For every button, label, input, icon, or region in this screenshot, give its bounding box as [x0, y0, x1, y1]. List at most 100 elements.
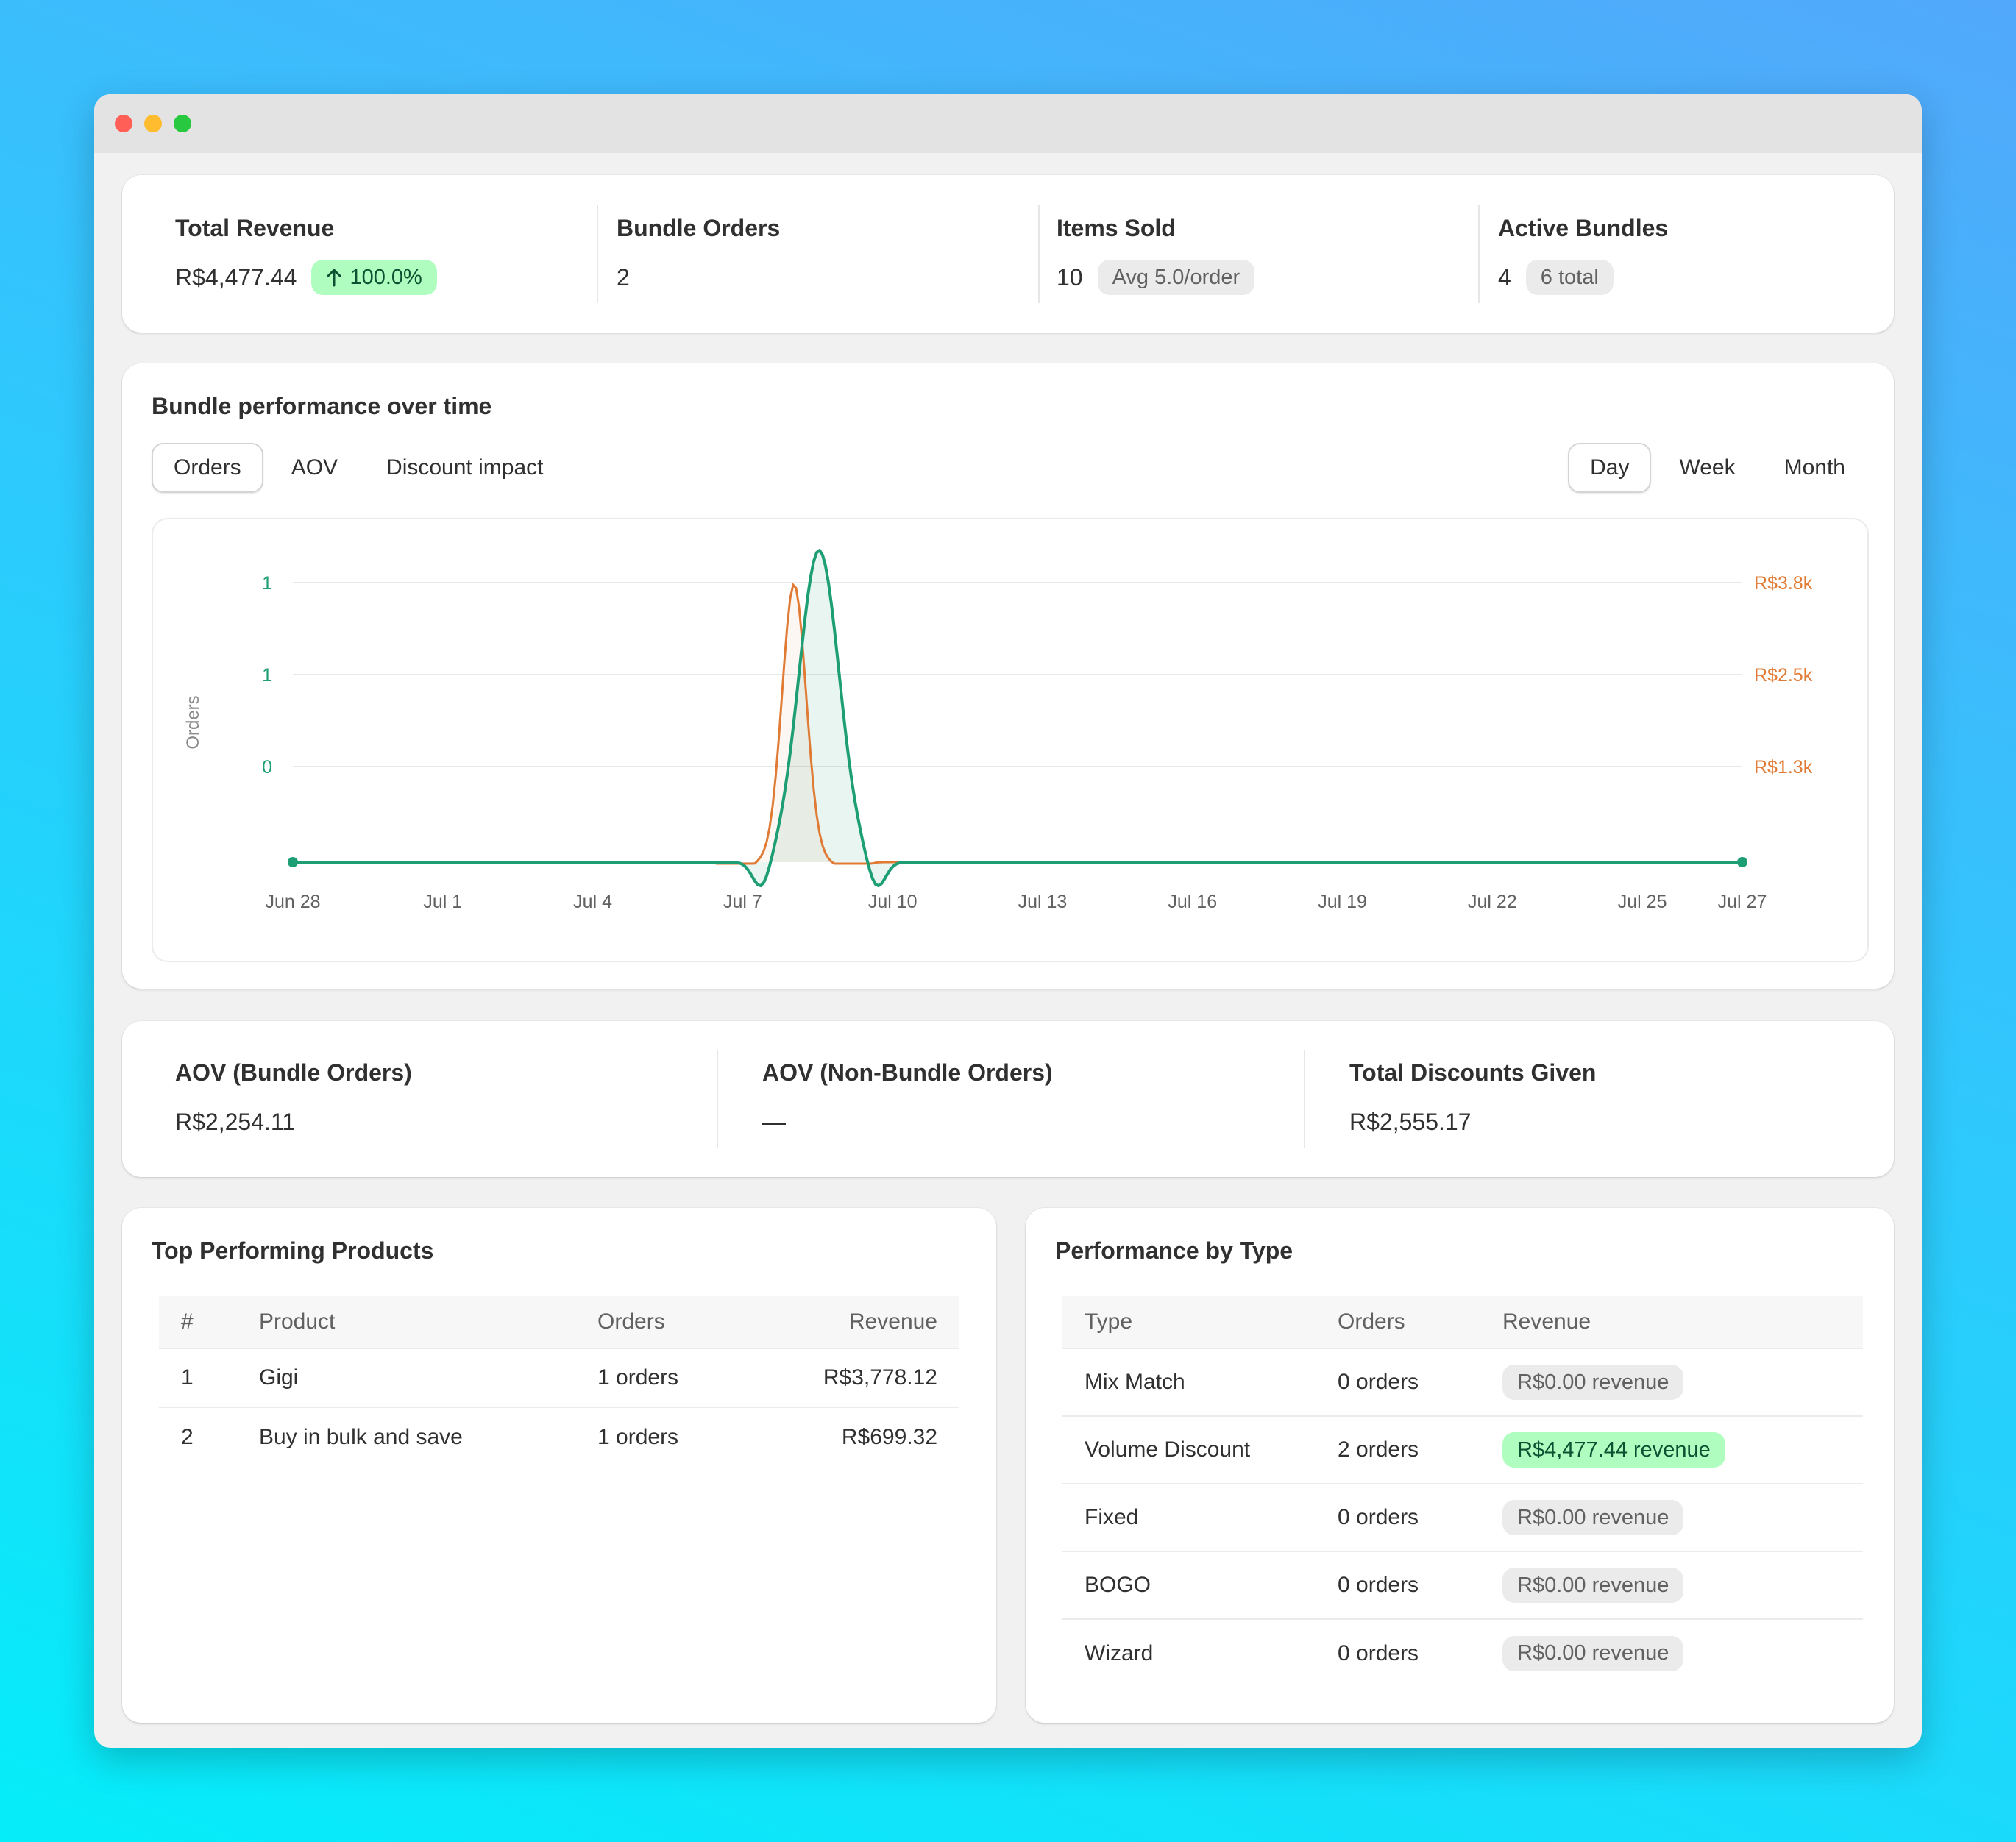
column-header-revenue: Revenue [781, 1296, 959, 1348]
y-left-tick-label: 1 [262, 573, 272, 594]
revenue-cell: R$0.00 revenue [1502, 1618, 1863, 1687]
metric-value: — [762, 1108, 786, 1135]
y-right-tick-label: R$1.3k [1754, 757, 1813, 778]
metric-label: AOV (Bundle Orders) [175, 1059, 412, 1086]
metric-label: Active Bundles [1498, 215, 1669, 241]
rank-cell: 2 [159, 1407, 259, 1466]
metric-label: Items Sold [1057, 215, 1176, 241]
metric-items-sold: Items Sold 10 Avg 5.0/order [1057, 215, 1255, 295]
type-cell: Wizard [1062, 1618, 1338, 1687]
tab-discount-impact[interactable]: Discount impact [386, 455, 544, 480]
divider [597, 205, 598, 303]
metric-value: 4 [1498, 263, 1511, 291]
chart-container: 1 1 0 R$3.8k R$2.5k R$1.3k Orders Jun 28 Jul 1 Ju… [152, 518, 1869, 962]
column-header-rank: # [159, 1296, 259, 1348]
metric-bundle-orders: Bundle Orders 2 [617, 215, 780, 295]
x-tick-label: Jul 4 [573, 892, 612, 912]
x-tick-label: Jun 28 [265, 892, 320, 912]
column-header-orders: Orders [597, 1296, 781, 1348]
table-row[interactable]: Mix Match 0 orders R$0.00 revenue [1062, 1348, 1863, 1416]
minimize-window-button[interactable] [144, 115, 162, 132]
y-right-tick-label: R$3.8k [1754, 573, 1813, 594]
maximize-window-button[interactable] [174, 115, 191, 132]
metric-value: R$4,477.44 [175, 263, 297, 291]
metric-total-discounts: Total Discounts Given R$2,555.17 [1349, 1059, 1596, 1139]
period-tabs: Day Week Month [1568, 443, 1866, 493]
metric-value: 2 [617, 263, 630, 291]
top-products-table: # Product Orders Revenue 1 Gigi 1 orders… [159, 1296, 959, 1466]
table-header-row: # Product Orders Revenue [159, 1296, 959, 1348]
tab-week[interactable]: Week [1679, 455, 1736, 480]
orders-cell: 2 orders [1338, 1415, 1502, 1484]
tab-aov[interactable]: AOV [291, 455, 338, 480]
tab-orders[interactable]: Orders [152, 443, 263, 493]
series-orders-line [293, 548, 1741, 888]
type-cell: BOGO [1062, 1551, 1338, 1619]
table-row[interactable]: Fixed 0 orders R$0.00 revenue [1062, 1483, 1863, 1551]
revenue-cell: R$0.00 revenue [1502, 1483, 1863, 1551]
revenue-badge: R$0.00 revenue [1502, 1500, 1684, 1535]
metric-value: R$2,254.11 [175, 1108, 296, 1135]
metric-label: AOV (Non-Bundle Orders) [762, 1059, 1053, 1086]
avg-per-order-badge: Avg 5.0/order [1097, 260, 1255, 295]
y-right-tick-label: R$2.5k [1754, 665, 1813, 686]
x-tick-label: Jul 7 [723, 892, 762, 912]
divider [1304, 1050, 1305, 1148]
metric-label: Bundle Orders [617, 215, 781, 241]
x-tick-label: Jul 13 [1018, 892, 1068, 912]
growth-badge: 100.0% [311, 260, 437, 295]
orders-cell: 0 orders [1338, 1551, 1502, 1619]
orders-cell: 0 orders [1338, 1483, 1502, 1551]
column-header-type: Type [1062, 1296, 1338, 1348]
table-row[interactable]: BOGO 0 orders R$0.00 revenue [1062, 1551, 1863, 1619]
revenue-cell: R$0.00 revenue [1502, 1348, 1863, 1416]
table-row[interactable]: Volume Discount 2 orders R$4,477.44 reve… [1062, 1415, 1863, 1484]
series-orders-area [293, 550, 1742, 886]
metric-aov-bundle: AOV (Bundle Orders) R$2,254.11 [175, 1059, 412, 1139]
y-left-tick-label: 0 [262, 757, 272, 778]
performance-title: Bundle performance over time [152, 393, 492, 419]
metric-label: Total Revenue [175, 215, 335, 241]
summary-metrics-card: Total Revenue R$4,477.44 100.0% Bundle O… [122, 175, 1894, 333]
revenue-cell: R$0.00 revenue [1502, 1551, 1863, 1619]
x-tick-label: Jul 1 [423, 892, 462, 912]
table-row[interactable]: Wizard 0 orders R$0.00 revenue [1062, 1618, 1863, 1687]
revenue-badge: R$0.00 revenue [1502, 1568, 1684, 1603]
revenue-badge: R$0.00 revenue [1502, 1365, 1684, 1400]
divider [1038, 205, 1040, 303]
table-row[interactable]: 2 Buy in bulk and save 1 orders R$699.32 [159, 1407, 959, 1466]
tab-month[interactable]: Month [1783, 455, 1845, 480]
metric-value: 10 [1057, 263, 1083, 291]
aov-metrics-card: AOV (Bundle Orders) R$2,254.11 AOV (Non-… [122, 1021, 1894, 1177]
growth-badge-text: 100.0% [349, 265, 422, 289]
orders-cell: 0 orders [1338, 1618, 1502, 1687]
type-cell: Volume Discount [1062, 1415, 1338, 1484]
y-left-tick-label: 1 [262, 665, 272, 686]
rank-cell: 1 [159, 1348, 259, 1407]
orders-chart[interactable]: 1 1 0 R$3.8k R$2.5k R$1.3k Orders Jun 28 Jul 1 Ju… [153, 519, 1867, 961]
series-start-point [288, 857, 298, 867]
table-row[interactable]: 1 Gigi 1 orders R$3,778.12 [159, 1348, 959, 1407]
y-axis-label: Orders [183, 695, 203, 749]
metric-tabs: Orders AOV Discount impact [152, 443, 564, 493]
close-window-button[interactable] [115, 115, 132, 132]
revenue-badge: R$4,477.44 revenue [1502, 1432, 1725, 1468]
series-end-point [1737, 857, 1747, 867]
column-header-product: Product [259, 1296, 597, 1348]
performance-by-type-card: Performance by Type Type Orders Revenue … [1026, 1208, 1894, 1723]
tab-day[interactable]: Day [1568, 443, 1652, 493]
top-products-title: Top Performing Products [152, 1237, 434, 1264]
metric-aov-non-bundle: AOV (Non-Bundle Orders) — [762, 1059, 1053, 1139]
by-type-title: Performance by Type [1055, 1237, 1293, 1264]
column-header-revenue: Revenue [1502, 1296, 1863, 1348]
product-cell: Gigi [259, 1348, 597, 1407]
revenue-cell: R$3,778.12 [781, 1348, 959, 1407]
performance-chart-card: Bundle performance over time Orders AOV … [122, 363, 1894, 989]
series-revenue-area [293, 585, 1742, 864]
metric-label: Total Discounts Given [1349, 1059, 1597, 1086]
orders-cell: 1 orders [597, 1348, 781, 1407]
app-window: Total Revenue R$4,477.44 100.0% Bundle O… [94, 94, 1922, 1748]
arrow-up-icon [327, 269, 341, 287]
orders-cell: 0 orders [1338, 1348, 1502, 1416]
series-revenue-line [293, 582, 1741, 865]
